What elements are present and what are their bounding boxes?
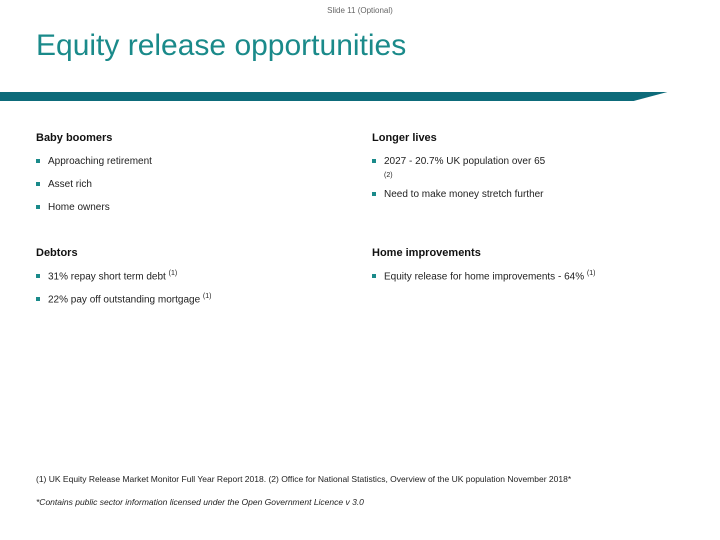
list-item: 31% repay short term debt (1) xyxy=(36,269,348,284)
list-longer-lives-2: Need to make money stretch further xyxy=(372,187,684,202)
footnote-licence: *Contains public sector information lice… xyxy=(36,496,684,510)
list-baby-boomers: Approaching retirement Asset rich Home o… xyxy=(36,154,348,215)
list-debtors: 31% repay short term debt (1) 22% pay of… xyxy=(36,269,348,308)
item-text: 2027 - 20.7% UK population over 65 xyxy=(384,156,545,167)
item-text: Equity release for home improvements - 6… xyxy=(384,271,587,282)
item-sup: (1) xyxy=(587,270,596,277)
slide-number-label: Slide 11 (Optional) xyxy=(0,0,720,15)
item-sup: (1) xyxy=(169,270,178,277)
content-area: Baby boomers Approaching retirement Asse… xyxy=(0,118,720,316)
heading-debtors: Debtors xyxy=(36,247,348,259)
heading-baby-boomers: Baby boomers xyxy=(36,132,348,144)
list-item: Approaching retirement xyxy=(36,154,348,169)
list-item: Home owners xyxy=(36,200,348,215)
footnote-sources: (1) UK Equity Release Market Monitor Ful… xyxy=(36,473,684,487)
heading-longer-lives: Longer lives xyxy=(372,132,684,144)
item-text: Need to make money stretch further xyxy=(384,189,544,200)
row-top: Baby boomers Approaching retirement Asse… xyxy=(36,132,684,223)
divider xyxy=(0,82,720,118)
row-bottom: Debtors 31% repay short term debt (1) 22… xyxy=(36,247,684,316)
item-sup: (1) xyxy=(203,293,212,300)
list-item: 22% pay off outstanding mortgage (1) xyxy=(36,292,348,307)
section-home-improvements: Home improvements Equity release for hom… xyxy=(372,247,684,316)
heading-home-improvements: Home improvements xyxy=(372,247,684,259)
list-item: Equity release for home improvements - 6… xyxy=(372,269,684,284)
list-item: 2027 - 20.7% UK population over 65 xyxy=(372,154,684,169)
list-item: Asset rich xyxy=(36,177,348,192)
slide-title: Equity release opportunities xyxy=(0,15,720,72)
divider-bar xyxy=(0,92,720,101)
section-baby-boomers: Baby boomers Approaching retirement Asse… xyxy=(36,132,348,223)
item-text: 31% repay short term debt xyxy=(48,271,169,282)
list-longer-lives: 2027 - 20.7% UK population over 65 xyxy=(372,154,684,169)
section-longer-lives: Longer lives 2027 - 20.7% UK population … xyxy=(372,132,684,223)
item-subnote: (2) xyxy=(372,172,684,179)
item-text: 22% pay off outstanding mortgage xyxy=(48,294,203,305)
section-debtors: Debtors 31% repay short term debt (1) 22… xyxy=(36,247,348,316)
footnotes: (1) UK Equity Release Market Monitor Ful… xyxy=(36,473,684,510)
divider-wedge xyxy=(630,78,720,102)
list-home-improvements: Equity release for home improvements - 6… xyxy=(372,269,684,284)
list-item: Need to make money stretch further xyxy=(372,187,684,202)
